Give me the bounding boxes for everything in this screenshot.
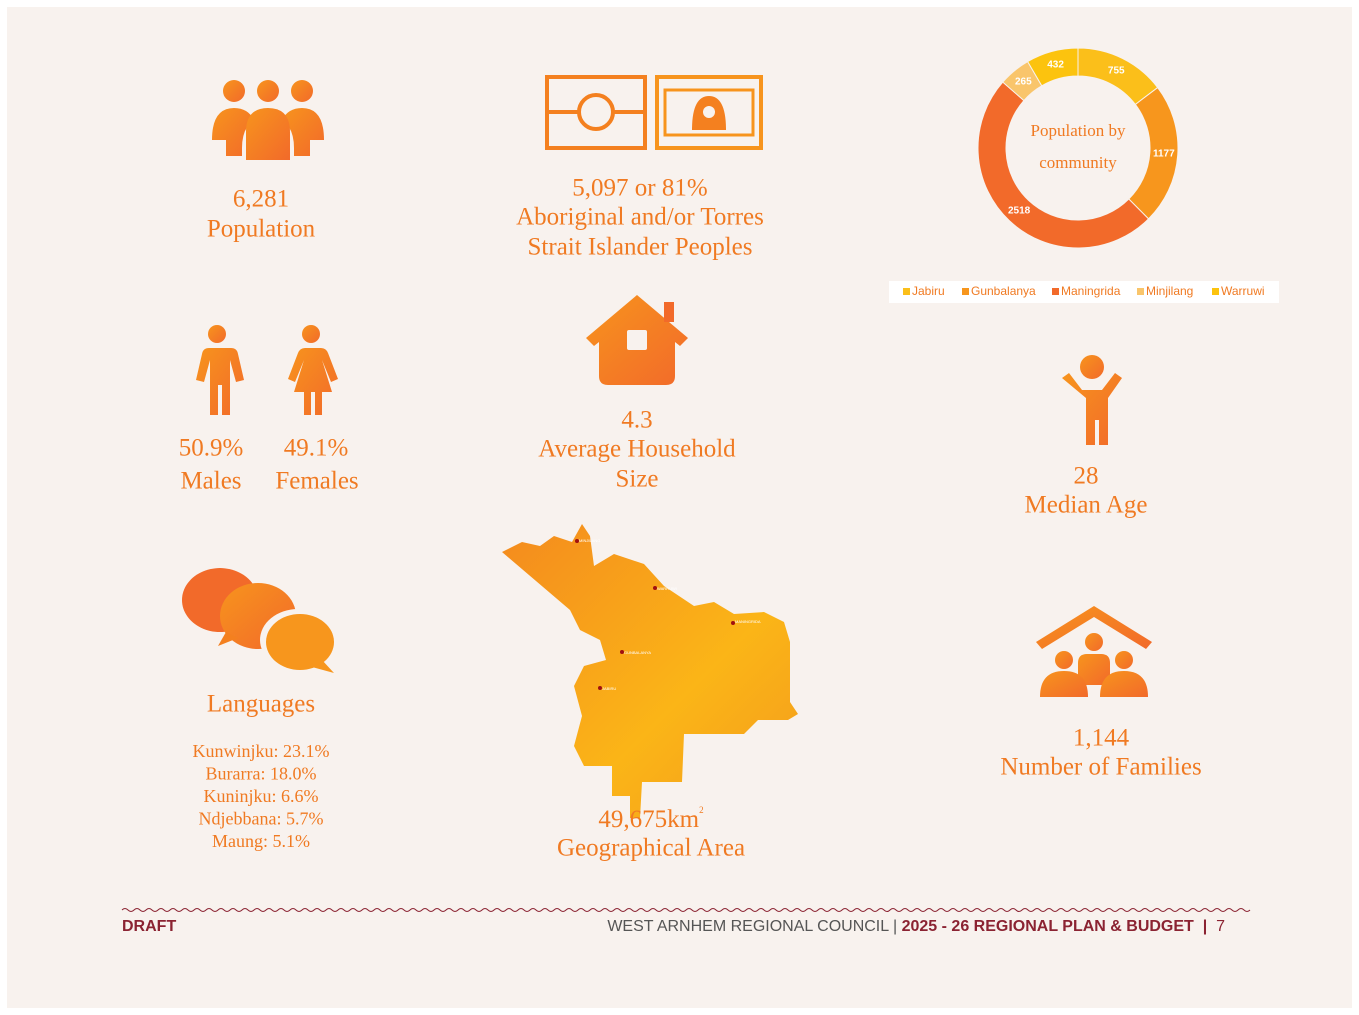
donut-label: 265 xyxy=(1015,76,1032,87)
median-age-icon xyxy=(1062,355,1122,445)
footer-org: WEST ARNHEM REGIONAL COUNCIL | xyxy=(607,918,901,935)
families-label: Number of Families xyxy=(1000,754,1201,781)
legend-label: Warruwi xyxy=(1221,284,1265,298)
legend-label: Minjilang xyxy=(1146,284,1193,298)
language-item: Burarra: 18.0% xyxy=(206,764,317,784)
household-label: Average Household xyxy=(538,436,736,463)
map-label: WARRUWI xyxy=(657,586,677,591)
area-label: Geographical Area xyxy=(557,835,745,862)
household-label: Size xyxy=(615,466,658,493)
families-value: 1,144 xyxy=(1073,725,1130,752)
indigenous-value: 5,097 or 81% xyxy=(572,175,707,202)
legend-swatch xyxy=(903,288,910,295)
language-item: Kuninjku: 6.6% xyxy=(204,786,319,806)
legend: Jabiru Gunbalanya Maningrida Minjilang Warru… xyxy=(903,284,1265,298)
legend-swatch xyxy=(1052,288,1059,295)
legend-swatch xyxy=(1212,288,1219,295)
footer-right: WEST ARNHEM REGIONAL COUNCIL | 2025 - 26… xyxy=(607,918,1225,935)
male-icon xyxy=(196,325,244,415)
indigenous-label: Aboriginal and/or Torres xyxy=(516,204,764,231)
area-sup: 2 xyxy=(699,805,704,815)
legend-swatch xyxy=(962,288,969,295)
languages-title: Languages xyxy=(207,691,315,718)
language-item: Kunwinjku: 23.1% xyxy=(193,741,330,761)
legend-box xyxy=(889,281,1279,303)
families-icon xyxy=(1036,606,1152,697)
flags-icon xyxy=(545,75,763,150)
donut-label: 432 xyxy=(1047,60,1064,71)
footer-page: 7 xyxy=(1216,918,1225,935)
males-label: Males xyxy=(180,468,241,495)
language-item: Ndjebbana: 5.7% xyxy=(199,809,324,829)
donut-slice xyxy=(977,81,1150,249)
population-icon xyxy=(212,80,324,160)
footer-sep: | xyxy=(1194,918,1216,935)
house-icon xyxy=(586,295,688,385)
area-number: 49,675km xyxy=(598,806,699,833)
map-label: GUNBALANYA xyxy=(624,650,651,655)
donut-title: community xyxy=(1039,153,1117,172)
household-value: 4.3 xyxy=(621,407,652,434)
area-value: 49,675km2 xyxy=(598,805,703,833)
legend-label: Gunbalanya xyxy=(971,284,1036,298)
population-label: Population xyxy=(207,216,316,243)
page-background xyxy=(7,7,1352,1008)
map-label: MINJILANG xyxy=(579,538,600,543)
language-item: Maung: 5.1% xyxy=(212,831,310,851)
female-icon xyxy=(288,325,338,415)
donut-slice xyxy=(1026,47,1079,87)
donut-label: 755 xyxy=(1108,66,1125,77)
legend-swatch xyxy=(1137,288,1144,295)
donut-title: Population by xyxy=(1031,121,1126,140)
donut-chart: 755 1177 2518 265 432 xyxy=(977,47,1179,249)
indigenous-label: Strait Islander Peoples xyxy=(528,234,753,261)
legend-label: Maningrida xyxy=(1061,284,1121,298)
legend-label: Jabiru xyxy=(912,284,945,298)
population-value: 6,281 xyxy=(233,186,289,213)
footer-draft: DRAFT xyxy=(122,918,176,935)
map-label: JABIRU xyxy=(602,686,616,691)
languages-icon xyxy=(182,568,336,673)
footer-wave xyxy=(121,908,1251,912)
footer-plan: 2025 - 26 REGIONAL PLAN & BUDGET xyxy=(902,918,1194,935)
region-map xyxy=(502,524,798,818)
median-age-value: 28 xyxy=(1074,463,1099,490)
females-value: 49.1% xyxy=(284,435,349,462)
males-value: 50.9% xyxy=(179,435,244,462)
median-age-label: Median Age xyxy=(1025,492,1148,519)
donut-label: 1177 xyxy=(1153,149,1175,160)
map-label: MANINGRIDA xyxy=(735,619,761,624)
females-label: Females xyxy=(275,468,358,495)
donut-label: 2518 xyxy=(1008,205,1031,216)
